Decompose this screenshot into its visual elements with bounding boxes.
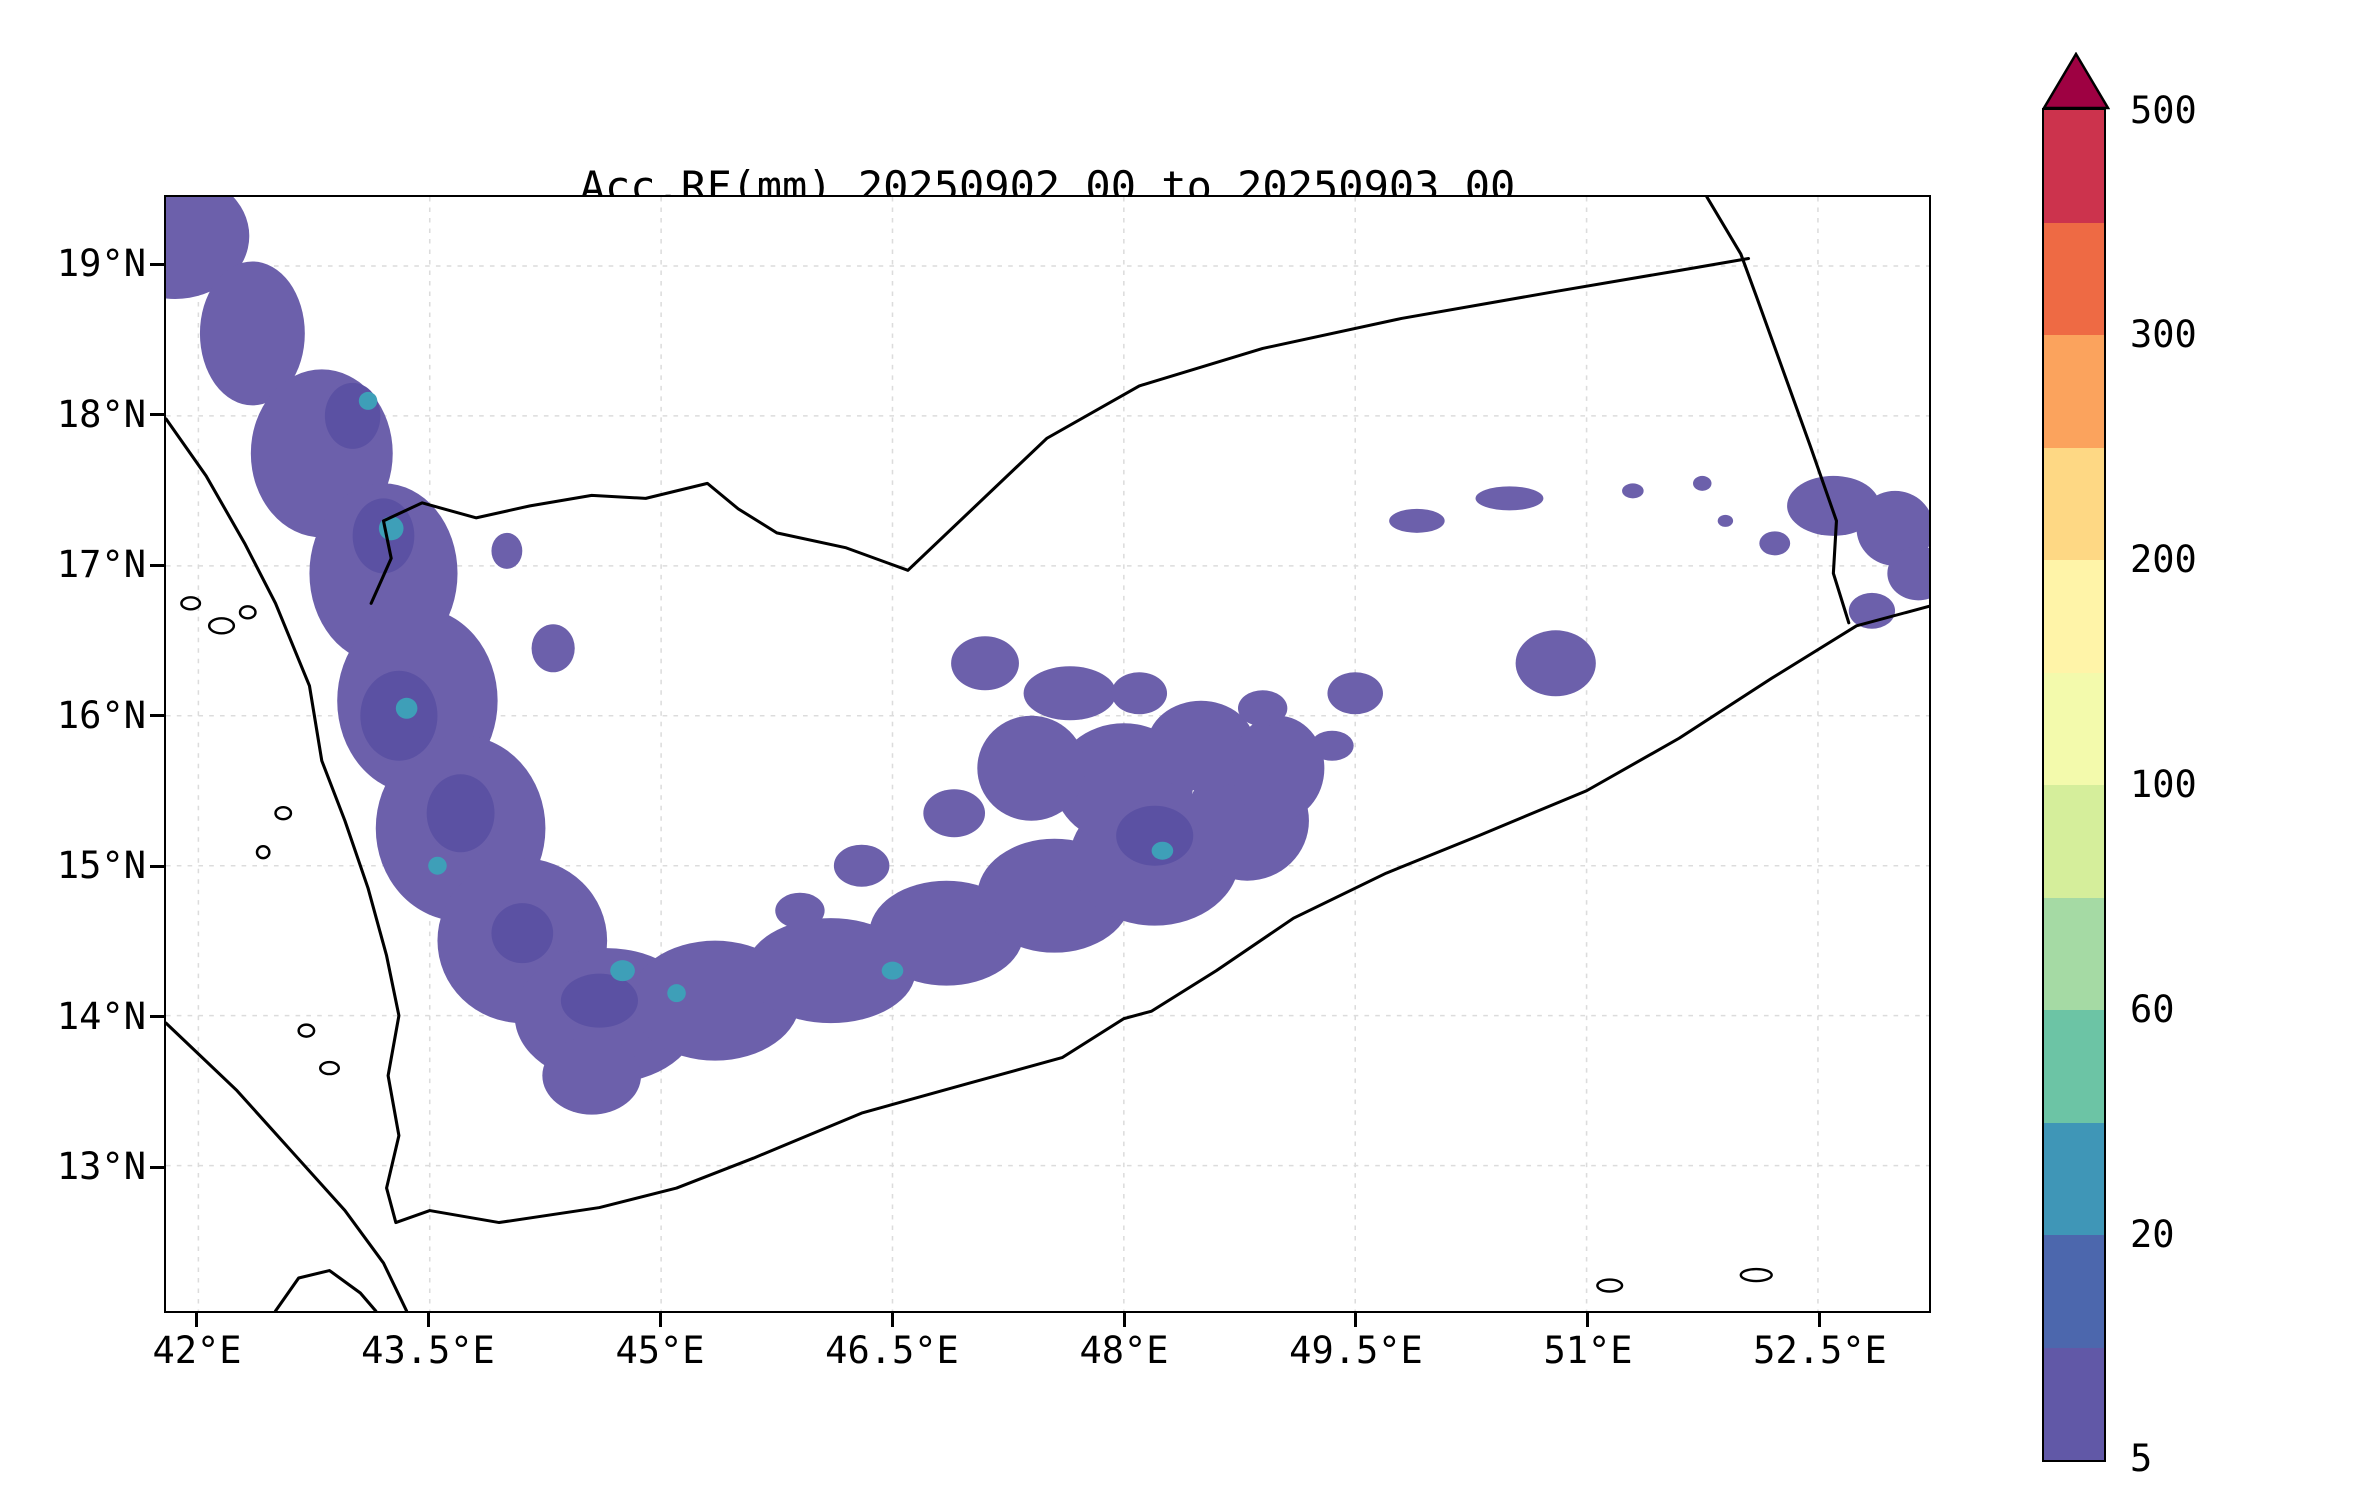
colorbar-tick-label-5: 5 [2130,1437,2153,1480]
colorbar-tick-label-60: 60 [2130,988,2175,1031]
x-tick-label-42e: 42°E [152,1329,242,1372]
y-tick-mark [150,1166,164,1169]
y-tick-mark [150,263,164,266]
x-tick-label-49-5e: 49.5°E [1289,1329,1423,1372]
colorbar-segment-150-200 [2044,560,2104,673]
x-tick-mark [1818,1313,1821,1327]
colorbar-over-arrow [2042,52,2110,110]
x-tick-mark [659,1313,662,1327]
x-tick-mark [1354,1313,1357,1327]
colorbar-segment-5-10 [2044,1347,2104,1460]
colorbar-segment-20-40 [2044,1122,2104,1235]
colorbar-tick-label-100: 100 [2130,763,2197,806]
x-tick-mark [427,1313,430,1327]
colorbar-segment-40-60 [2044,1010,2104,1123]
x-tick-label-43-5e: 43.5°E [361,1329,495,1372]
colorbar-segment-100-150 [2044,672,2104,785]
border-oman [1705,197,1851,625]
y-tick-mark [150,564,164,567]
map-svg [166,197,1929,1311]
x-tick-label-52-5e: 52.5°E [1753,1329,1887,1372]
x-tick-mark [1586,1313,1589,1327]
rain-mid-fill [324,382,1194,1028]
x-tick-label-45e: 45°E [615,1329,705,1372]
colorbar-tick-label-300: 300 [2130,313,2197,356]
y-tick-label-17n: 17°N [56,543,146,586]
colorbar-segment-80-100 [2044,785,2104,898]
y-tick-mark [150,714,164,717]
y-tick-mark [150,413,164,416]
africa-coastline [166,1021,409,1311]
colorbar-tick-label-200: 200 [2130,538,2197,581]
colorbar-segment-60-80 [2044,897,2104,1010]
y-tick-mark [150,865,164,868]
colorbar-segment-400-500 [2044,110,2104,223]
x-tick-label-51e: 51°E [1543,1329,1633,1372]
x-tick-label-48e: 48°E [1079,1329,1169,1372]
colorbar-segment-300-400 [2044,222,2104,335]
y-tick-label-13n: 13°N [56,1145,146,1188]
map-lines [166,197,1929,1311]
y-tick-label-19n: 19°N [56,242,146,285]
y-tick-label-14n: 14°N [56,995,146,1038]
y-tick-label-15n: 15°N [56,844,146,887]
x-tick-label-46-5e: 46.5°E [825,1329,959,1372]
colorbar-segment-10-20 [2044,1235,2104,1348]
border-saudi-yemen [369,256,1751,605]
islands [180,596,1773,1293]
x-tick-mark [195,1313,198,1327]
x-tick-mark [1123,1313,1126,1327]
x-tick-mark [891,1313,894,1327]
map-plot-area [164,195,1931,1313]
colorbar-tick-label-20: 20 [2130,1213,2175,1256]
y-tick-label-18n: 18°N [56,393,146,436]
colorbar [2042,108,2106,1462]
colorbar-segment-250-300 [2044,335,2104,448]
colorbar-tick-label-500: 500 [2130,89,2197,132]
africa-coastline-inner [273,1269,378,1311]
y-tick-mark [150,1015,164,1018]
y-tick-label-16n: 16°N [56,694,146,737]
colorbar-segment-200-250 [2044,447,2104,560]
coastline-path [166,417,1929,1225]
